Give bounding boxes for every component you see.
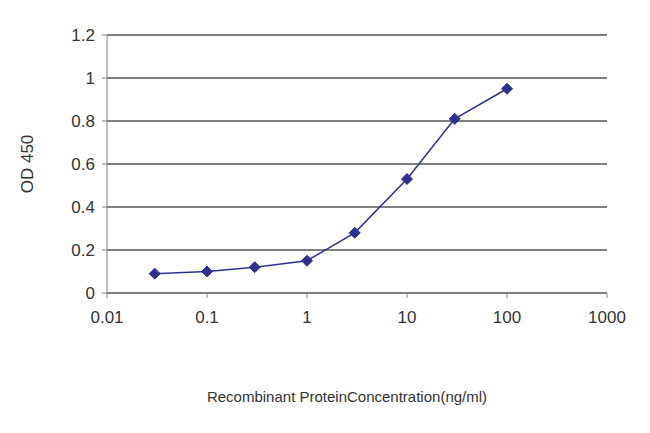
y-tick	[102, 293, 107, 294]
y-tick	[102, 121, 107, 122]
y-tick	[102, 164, 107, 165]
data-line	[155, 89, 507, 274]
background	[0, 0, 650, 433]
grid-line	[107, 207, 607, 208]
x-tick-label: 100	[493, 308, 521, 327]
x-tick	[307, 293, 308, 298]
y-tick-label: 1	[86, 69, 95, 88]
y-tick-label: 0.2	[71, 241, 95, 260]
x-axis-line	[107, 293, 607, 294]
y-tick-label: 0.6	[71, 155, 95, 174]
grid-line	[107, 250, 607, 251]
y-tick	[102, 207, 107, 208]
x-tick	[207, 293, 208, 298]
y-tick-label: 0	[86, 284, 95, 303]
grid-line	[107, 121, 607, 122]
y-tick	[102, 35, 107, 36]
x-axis-label: Recombinant ProteinConcentration(ng/ml)	[207, 388, 487, 405]
x-tick-label: 1	[302, 308, 311, 327]
grid-line	[107, 164, 607, 165]
data-point	[149, 268, 160, 279]
grid-line	[107, 78, 607, 79]
y-axis-label: OD 450	[18, 135, 37, 194]
y-tick	[102, 78, 107, 79]
data-point	[249, 262, 260, 273]
data-point	[402, 174, 413, 185]
chart-container: 0 0.2 0.4 0.6 0.8 1 1.2 0.01 0.1 1 10 100 1000 Recomb…	[0, 0, 650, 433]
data-point	[302, 255, 313, 266]
x-tick	[507, 293, 508, 298]
y-tick-label: 0.4	[71, 198, 95, 217]
x-tick-label: 1000	[588, 308, 626, 327]
x-tick	[107, 293, 108, 298]
data-point	[202, 266, 213, 277]
data-point	[349, 227, 360, 238]
y-tick-label: 1.2	[71, 26, 95, 45]
x-tick-label: 0.1	[195, 308, 219, 327]
x-tick-label: 10	[398, 308, 417, 327]
grid-line	[107, 293, 607, 294]
y-axis-line	[107, 35, 108, 293]
data-point	[502, 83, 513, 94]
y-tick	[102, 250, 107, 251]
grid-line	[107, 35, 607, 36]
plot-area	[149, 83, 512, 279]
x-tick-label: 0.01	[90, 308, 123, 327]
x-tick	[407, 293, 408, 298]
chart-svg: 0 0.2 0.4 0.6 0.8 1 1.2 0.01 0.1 1 10 100 1000 Recomb…	[0, 0, 650, 433]
x-tick	[607, 293, 608, 298]
y-tick-label: 0.8	[71, 112, 95, 131]
data-point	[449, 113, 460, 124]
